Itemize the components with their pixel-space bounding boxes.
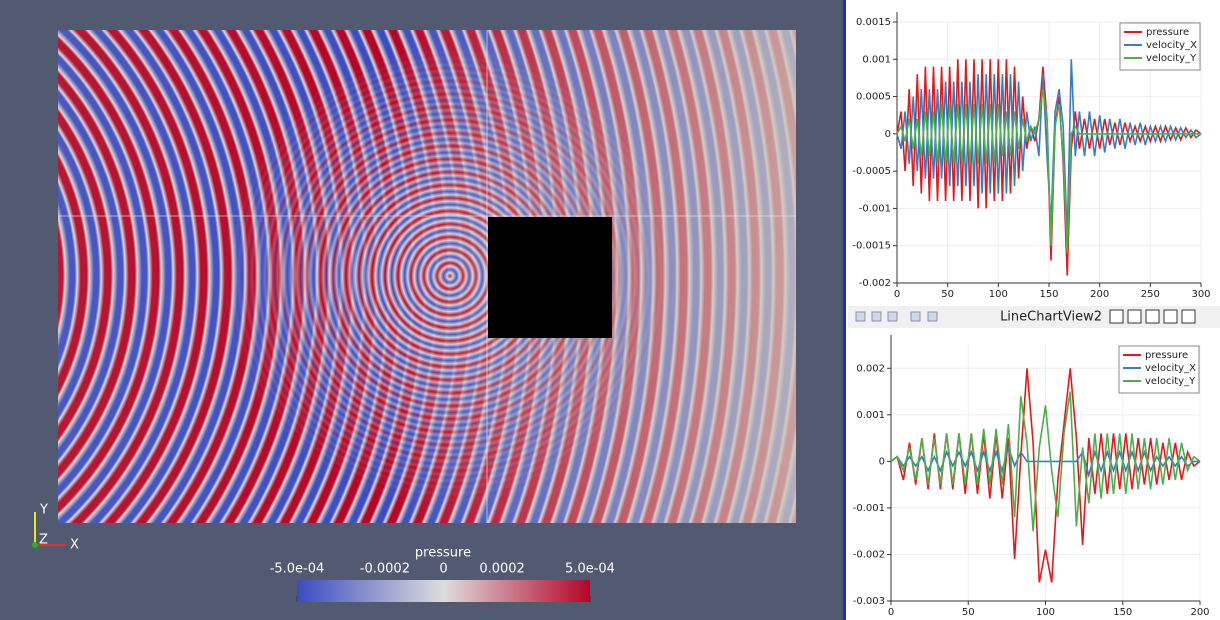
legend-label: pressure <box>1145 350 1188 361</box>
legend-label: pressure <box>1146 27 1189 38</box>
active-view-border <box>843 0 846 620</box>
y-tick-label: -0.001 <box>859 203 891 214</box>
axis-label: Y <box>39 503 48 518</box>
maximize-button[interactable] <box>1146 310 1159 323</box>
y-tick-label: 0.001 <box>862 54 891 65</box>
axis-label: Z <box>39 533 48 548</box>
x-tick-label: 0 <box>894 289 900 300</box>
y-tick-label: 0.002 <box>856 363 885 374</box>
y-tick-label: 0 <box>879 456 885 467</box>
x-tick-label: 50 <box>962 607 975 618</box>
obstacle <box>488 217 612 338</box>
legend-label: velocity_Y <box>1146 53 1197 64</box>
x-tick-label: 150 <box>1039 289 1058 300</box>
colorbar-tick-label: 5.0e-04 <box>565 562 615 577</box>
y-tick-label: 0 <box>885 129 891 140</box>
axis-z <box>32 542 38 548</box>
y-tick-label: -0.003 <box>853 596 885 607</box>
pressure-field <box>58 30 796 523</box>
toolbar-button[interactable] <box>856 312 865 321</box>
colorbar-tick-label: -5.0e-04 <box>270 562 325 577</box>
page: Y Z X pressure -5.0e-04 -0.0002 0 0.0002 5.0… <box>0 0 1220 620</box>
legend-label: velocity_Y <box>1145 376 1196 387</box>
toolbar-button[interactable] <box>928 312 937 321</box>
paraview-window: Y Z X pressure -5.0e-04 -0.0002 0 0.0002 5.0… <box>0 0 1220 620</box>
x-tick-label: 200 <box>1190 607 1209 618</box>
x-tick-label: 100 <box>1036 607 1055 618</box>
x-tick-label: 250 <box>1141 289 1160 300</box>
y-tick-label: 0.0005 <box>856 92 891 103</box>
colorbar <box>297 580 590 602</box>
colorbar-tick-label: 0.0002 <box>479 562 525 577</box>
x-tick-label: 300 <box>1191 289 1210 300</box>
view-title: LineChartView2 <box>1000 310 1102 325</box>
undock-button[interactable] <box>1164 310 1177 323</box>
line-chart: -0.002 -0.0015 -0.001 -0.0005 0 0.0005 0.001 0.… <box>852 12 1210 300</box>
y-tick-label: 0.001 <box>856 410 885 421</box>
line-chart: -0.003 -0.002 -0.001 0 0.001 0.002 0 50 100 150 20… <box>853 335 1210 618</box>
split-horizontal-button[interactable] <box>1110 310 1123 323</box>
axis-label: X <box>70 538 79 553</box>
toolbar-button[interactable] <box>911 312 920 321</box>
legend-label: velocity_X <box>1145 363 1196 374</box>
x-tick-label: 200 <box>1090 289 1109 300</box>
render-view: Y Z X pressure -5.0e-04 -0.0002 0 0.0002 5.0… <box>0 0 843 620</box>
colorbar-tick-label: -0.0002 <box>360 562 410 577</box>
y-tick-label: -0.002 <box>853 549 885 560</box>
toolbar-button[interactable] <box>888 312 897 321</box>
y-tick-label: -0.0005 <box>852 166 891 177</box>
colorbar-tick-label: 0 <box>439 562 447 577</box>
close-button[interactable] <box>1182 310 1195 323</box>
x-tick-label: 50 <box>941 289 954 300</box>
toolbar-button[interactable] <box>872 312 881 321</box>
split-vertical-button[interactable] <box>1128 310 1141 323</box>
legend-label: velocity_X <box>1146 40 1197 51</box>
x-tick-label: 0 <box>888 607 894 618</box>
view-toolbar: LineChartView2 <box>848 306 1220 328</box>
x-tick-label: 150 <box>1113 607 1132 618</box>
y-tick-label: -0.001 <box>853 503 885 514</box>
colorbar-title: pressure <box>415 546 471 561</box>
y-tick-label: 0.0015 <box>856 17 891 28</box>
field-fade <box>58 30 796 523</box>
x-tick-label: 100 <box>989 289 1008 300</box>
y-tick-label: -0.002 <box>859 278 891 289</box>
y-tick-label: -0.0015 <box>852 241 891 252</box>
